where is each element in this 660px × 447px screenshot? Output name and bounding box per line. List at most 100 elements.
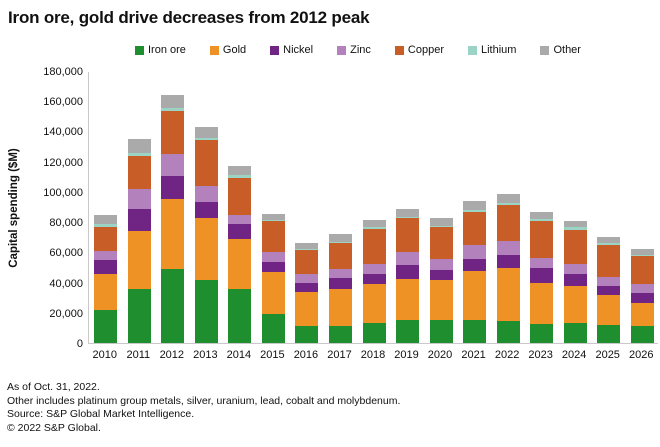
y-tick-label: 60,000 [49, 247, 83, 260]
bar-segment-iron-ore [530, 324, 554, 343]
bar-segment-zinc [161, 154, 185, 177]
legend-label: Nickel [283, 44, 314, 56]
bar-segment-gold [161, 199, 185, 269]
bar-segment-lithium [94, 224, 118, 227]
bar-segment-iron-ore [463, 320, 487, 343]
bar-segment-nickel [161, 176, 185, 200]
bar-segment-zinc [295, 273, 319, 283]
legend-item-gold: Gold [209, 44, 247, 56]
bar-segment-iron-ore [396, 320, 420, 343]
bar-segment-lithium [194, 137, 218, 140]
y-tick-label: 160,000 [43, 96, 83, 109]
bar-2021 [463, 201, 487, 343]
bar-segment-other [161, 95, 185, 109]
bar-segment-other [563, 220, 587, 228]
bar-segment-gold [127, 231, 151, 289]
bar-segment-nickel [94, 259, 118, 274]
bar-segment-gold [94, 273, 118, 310]
bar-segment-gold [295, 292, 319, 327]
bar-segment-nickel [563, 274, 587, 286]
bar-segment-iron-ore [194, 279, 218, 343]
bar-segment-lithium [630, 255, 654, 257]
bar-segment-iron-ore [496, 321, 520, 343]
bar-segment-copper [161, 111, 185, 155]
legend-swatch-icon [394, 45, 404, 55]
bar-segment-iron-ore [630, 326, 654, 343]
legend-swatch-icon [270, 45, 280, 55]
bar-segment-other [94, 214, 118, 225]
bar-segment-nickel [261, 262, 285, 272]
bar-segment-zinc [228, 214, 252, 225]
x-tick-label-2013: 2013 [193, 349, 218, 361]
bar-segment-copper [328, 243, 352, 269]
bar-segment-zinc [396, 252, 420, 266]
bar-2019 [396, 208, 420, 343]
bar-segment-iron-ore [295, 326, 319, 343]
bar-segment-other [597, 236, 621, 244]
bar-segment-nickel [429, 269, 453, 280]
legend-label: Other [553, 44, 581, 56]
bar-segment-copper [362, 228, 386, 265]
bar-segment-other [127, 139, 151, 154]
bar-segment-other [228, 165, 252, 176]
bar-segment-lithium [396, 216, 420, 219]
bar-segment-gold [530, 283, 554, 325]
x-tick-label-2016: 2016 [293, 349, 319, 361]
plot-area [88, 72, 658, 344]
y-tick-label: 20,000 [49, 307, 83, 320]
bar-segment-nickel [328, 278, 352, 289]
legend-swatch-icon [209, 45, 219, 55]
x-tick-label-2017: 2017 [327, 349, 352, 361]
bar-segment-copper [530, 221, 554, 258]
bar-segment-gold [362, 284, 386, 324]
bar-2026 [630, 248, 654, 343]
bar-2013 [194, 126, 218, 343]
bar-segment-zinc [563, 264, 587, 275]
bar-2016 [295, 243, 319, 343]
bar-segment-gold [261, 272, 285, 315]
footnote-other-definition: Other includes platinum group metals, si… [7, 394, 401, 407]
bar-segment-gold [429, 279, 453, 321]
y-tick-label: 0 [76, 338, 83, 350]
bar-segment-zinc [127, 188, 151, 209]
bar-segment-zinc [362, 264, 386, 274]
bar-segment-nickel [194, 201, 218, 218]
bar-segment-lithium [295, 249, 319, 251]
bar-segment-lithium [228, 175, 252, 178]
bar-segment-nickel [127, 208, 151, 232]
bar-segment-nickel [630, 293, 654, 303]
bar-segment-copper [295, 250, 319, 274]
bar-segment-lithium [362, 227, 386, 229]
bar-segment-nickel [496, 254, 520, 269]
bar-segment-iron-ore [362, 323, 386, 343]
y-tick-label: 80,000 [49, 217, 83, 230]
bar-segment-copper [563, 229, 587, 265]
x-tick-label-2018: 2018 [360, 349, 386, 361]
x-tick-label-2019: 2019 [394, 349, 419, 361]
bar-segment-iron-ore [127, 288, 151, 343]
x-tick-label-2015: 2015 [260, 349, 285, 361]
bar-segment-gold [496, 268, 520, 322]
bar-segment-lithium [161, 108, 185, 112]
bar-segment-iron-ore [94, 309, 118, 343]
legend-item-iron-ore: Iron ore [135, 44, 186, 56]
bar-2020 [429, 218, 453, 343]
legend-label: Gold [222, 44, 247, 56]
bar-segment-zinc [597, 276, 621, 287]
bar-segment-lithium [127, 153, 151, 157]
bar-segment-lithium [328, 241, 352, 244]
bar-2023 [530, 211, 554, 343]
bar-segment-iron-ore [597, 324, 621, 343]
x-tick-label-2014: 2014 [226, 349, 252, 361]
bar-segment-zinc [630, 284, 654, 294]
bar-segment-copper [261, 221, 285, 253]
x-tick-label-2023: 2023 [528, 349, 553, 361]
bar-segment-iron-ore [161, 268, 185, 343]
bar-segment-copper [496, 204, 520, 242]
bar-segment-nickel [228, 224, 252, 239]
bar-segment-iron-ore [328, 326, 352, 343]
legend-item-copper: Copper [394, 44, 444, 56]
legend-item-other: Other [540, 44, 581, 56]
legend-swatch-icon [337, 45, 347, 55]
